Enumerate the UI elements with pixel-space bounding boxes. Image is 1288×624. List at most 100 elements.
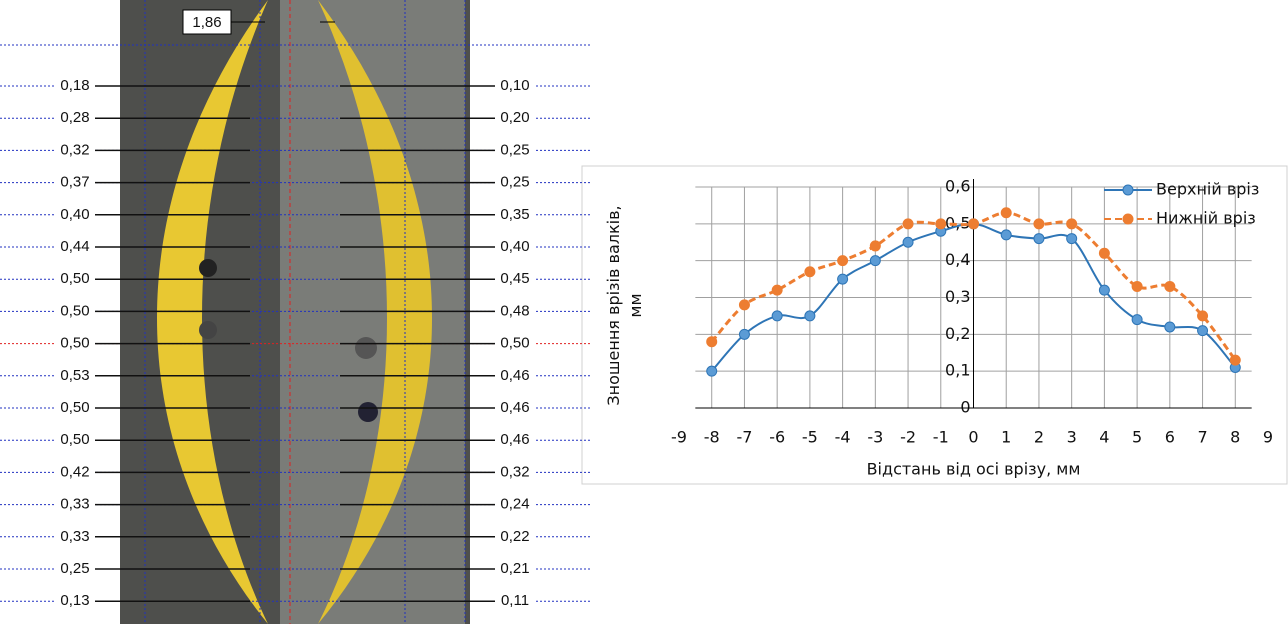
data-point	[1067, 219, 1077, 229]
x-tick-label: 1	[1001, 428, 1011, 447]
right-label: 0,46	[500, 367, 529, 384]
data-point	[1001, 230, 1011, 240]
legend-marker	[1123, 185, 1133, 195]
left-label: 0,44	[60, 238, 89, 255]
legend-marker	[1123, 214, 1133, 224]
data-point	[1165, 322, 1175, 332]
right-label: 0,11	[501, 592, 529, 609]
right-label: 0,50	[500, 335, 529, 352]
data-point	[1001, 208, 1011, 218]
x-tick-label: 3	[1067, 428, 1077, 447]
x-tick-label: 8	[1230, 428, 1240, 447]
right-label: 0,25	[500, 174, 529, 191]
left-label: 0,50	[60, 431, 89, 448]
data-point	[805, 311, 815, 321]
data-point	[1230, 355, 1240, 365]
left-label: 0,37	[60, 174, 89, 191]
legend-label: Верхній вріз	[1156, 180, 1259, 199]
y-tick-label: 0,4	[945, 250, 970, 269]
right-label: 0,20	[500, 109, 529, 126]
data-point	[1165, 281, 1175, 291]
x-tick-label: -2	[900, 428, 916, 447]
page: 1,86 00,10,20,30,40,50,6-9-8-7-6-5-4-3-2…	[0, 0, 1288, 624]
y-tick-label: 0,3	[945, 287, 970, 306]
x-tick-label: -6	[769, 428, 785, 447]
data-point	[772, 311, 782, 321]
data-point	[707, 366, 717, 376]
y-tick-label: 0,1	[945, 361, 970, 380]
left-label: 0,42	[60, 463, 89, 480]
data-point	[870, 241, 880, 251]
data-point	[707, 337, 717, 347]
figure: 1,86 00,10,20,30,40,50,6-9-8-7-6-5-4-3-2…	[0, 0, 1288, 624]
left-label: 0,13	[60, 592, 89, 609]
left-label: 0,50	[60, 399, 89, 416]
x-tick-label: 5	[1132, 428, 1142, 447]
left-label: 0,28	[60, 109, 89, 126]
left-label: 0,53	[60, 367, 89, 384]
left-label: 0,25	[60, 560, 89, 577]
data-point	[1099, 248, 1109, 258]
right-label: 0,40	[500, 238, 529, 255]
x-tick-label: 0	[968, 428, 978, 447]
top-label: 1,86	[192, 14, 221, 31]
x-tick-label: 7	[1197, 428, 1207, 447]
right-label: 0,45	[500, 270, 529, 287]
x-tick-label: -9	[671, 428, 687, 447]
data-point	[1099, 285, 1109, 295]
left-label: 0,32	[60, 141, 89, 158]
right-label: 0,24	[500, 496, 529, 513]
left-label: 0,33	[60, 496, 89, 513]
x-tick-label: 9	[1263, 428, 1273, 447]
right-label: 0,25	[500, 141, 529, 158]
y-tick-label: 0,6	[945, 177, 970, 196]
left-label: 0,50	[60, 302, 89, 319]
data-point	[1198, 311, 1208, 321]
left-label: 0,50	[60, 270, 89, 287]
data-point	[936, 219, 946, 229]
data-point	[1067, 234, 1077, 244]
y-tick-label: 0	[960, 398, 970, 417]
left-label: 0,18	[60, 77, 89, 94]
data-point	[969, 219, 979, 229]
data-point	[805, 267, 815, 277]
x-tick-label: -4	[835, 428, 851, 447]
right-label: 0,46	[500, 431, 529, 448]
x-tick-label: -3	[867, 428, 883, 447]
x-tick-label: 2	[1034, 428, 1044, 447]
left-label: 0,33	[60, 528, 89, 545]
right-label: 0,32	[500, 463, 529, 480]
hole	[199, 259, 217, 277]
hole	[355, 337, 377, 359]
data-point	[903, 219, 913, 229]
left-label: 0,40	[60, 206, 89, 223]
data-point	[739, 300, 749, 310]
data-point	[1132, 315, 1142, 325]
data-point	[838, 274, 848, 284]
data-point	[772, 285, 782, 295]
x-tick-label: -5	[802, 428, 818, 447]
x-tick-label: -8	[704, 428, 720, 447]
y-tick-label: 0,2	[945, 324, 970, 343]
data-point	[870, 256, 880, 266]
x-tick-label: 4	[1099, 428, 1109, 447]
data-point	[1132, 281, 1142, 291]
data-point	[1034, 234, 1044, 244]
left-label: 0,50	[60, 335, 89, 352]
data-point	[1034, 219, 1044, 229]
hole	[358, 402, 378, 422]
right-label: 0,10	[500, 77, 529, 94]
data-point	[1198, 326, 1208, 336]
right-label: 0,22	[500, 528, 529, 545]
data-point	[903, 237, 913, 247]
data-point	[739, 329, 749, 339]
x-tick-label: 6	[1165, 428, 1175, 447]
x-tick-label: -7	[736, 428, 752, 447]
legend-label: Нижній вріз	[1156, 209, 1256, 228]
x-axis-label: Відстань від осі врізу, мм	[867, 460, 1081, 479]
right-label: 0,48	[500, 302, 529, 319]
right-label: 0,35	[500, 206, 529, 223]
right-label: 0,46	[500, 399, 529, 416]
right-label: 0,21	[500, 560, 529, 577]
